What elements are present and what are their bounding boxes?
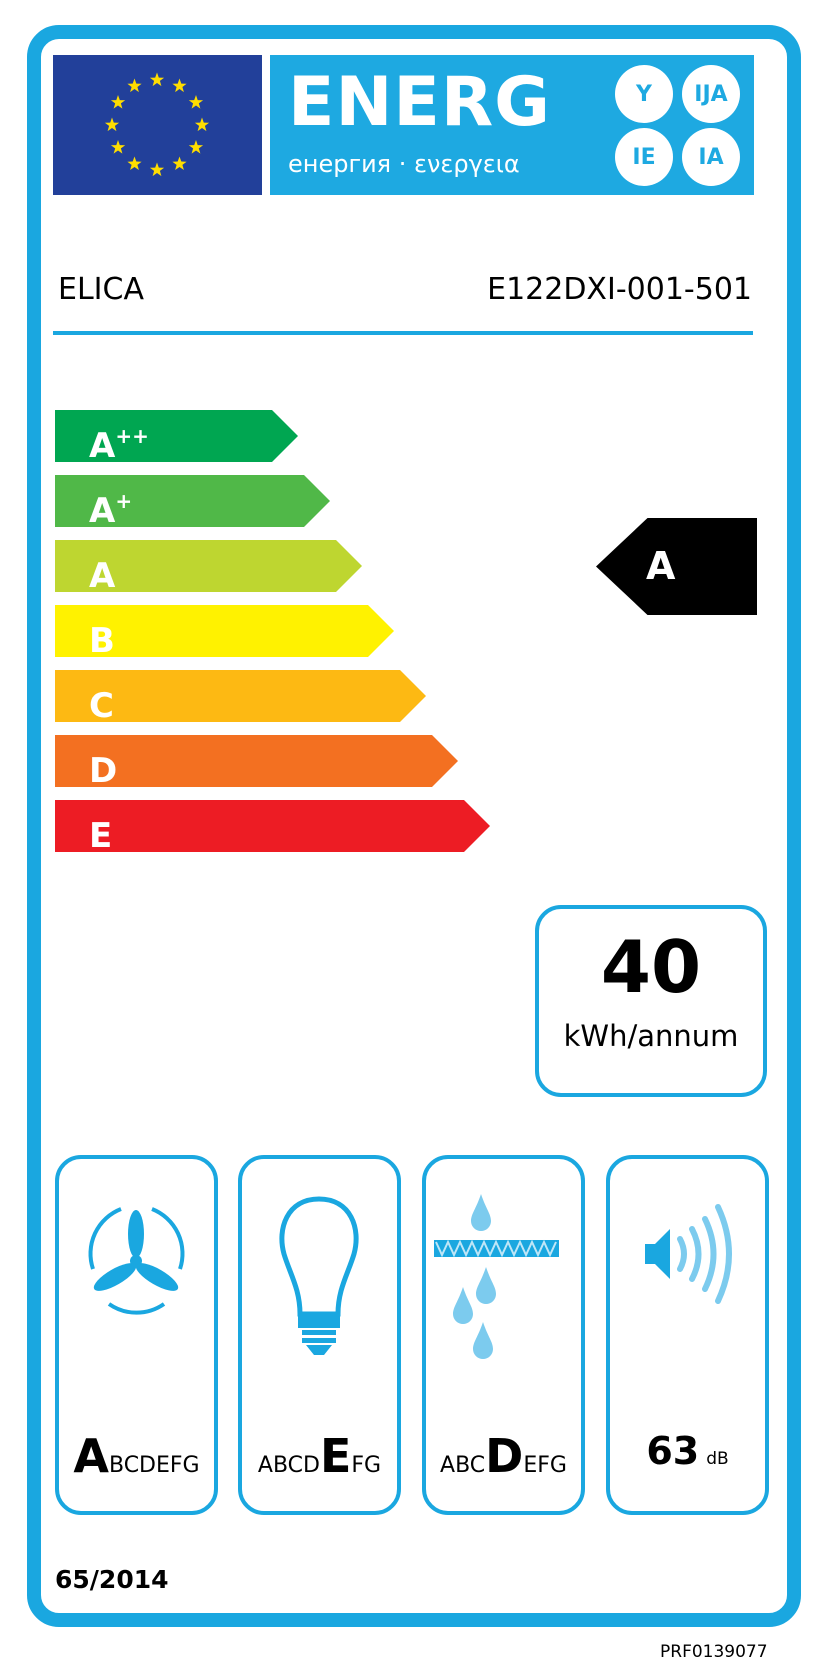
scale-letter: C: [89, 686, 114, 726]
fan-icon: [88, 1207, 185, 1315]
grease-class-scale: ABCDEFG: [440, 1429, 567, 1483]
eu-star-icon: [188, 95, 204, 109]
divider: [53, 331, 753, 335]
suffix-y: Y: [615, 65, 673, 123]
eu-star-icon: [127, 78, 142, 93]
scale-bar-3: A: [55, 540, 362, 592]
energy-title: ENERG: [288, 63, 551, 142]
fan-class-scale: ABCDEFG: [73, 1429, 200, 1483]
eu-star-icon: [149, 72, 165, 87]
eu-star-icon: [110, 95, 126, 109]
eu-star-icon: [194, 117, 210, 132]
supplier-name: ELICA: [58, 272, 144, 307]
eu-star-icon: [110, 140, 126, 154]
eu-star-icon: [188, 140, 204, 154]
scale-letter: A: [89, 426, 116, 466]
scale-letter: A: [89, 556, 116, 596]
noise-level: 63 dB: [646, 1429, 729, 1473]
consumption-box: 40 kWh/annum: [535, 905, 767, 1097]
scale-letter: D: [89, 751, 118, 791]
eu-star-icon: [172, 156, 187, 170]
scale-letter: B: [89, 621, 115, 661]
eu-star-icon: [104, 117, 120, 132]
scale-bar-7: E: [55, 800, 490, 852]
grease-filtering-box: ABCDEFG: [422, 1155, 585, 1515]
eu-star-icon: [149, 162, 165, 177]
lighting-class-scale: ABCDEFG: [257, 1429, 382, 1483]
suffix-ija: IJA: [682, 65, 740, 123]
eu-star-icon: [172, 78, 187, 93]
scale-bar-2: A+: [55, 475, 330, 527]
eu-flag: [53, 55, 262, 195]
noise-box: 63 dB: [606, 1155, 769, 1515]
scale-letter: A: [89, 491, 116, 531]
scale-letter: E: [89, 816, 113, 856]
grease-filter-icon: [434, 1194, 559, 1359]
energy-banner: ENERG енергия · ενεργεια Y IJA IE IA: [270, 55, 754, 195]
light-bulb-icon: [279, 1196, 359, 1355]
lighting-efficiency-box: ABCDEFG: [238, 1155, 401, 1515]
model-identifier: E122DXI-001-501: [487, 272, 752, 307]
fan-efficiency-box: ABCDEFG: [55, 1155, 218, 1515]
scale-bar-6: D: [55, 735, 458, 787]
scale-plus: +: [115, 489, 133, 513]
consumption-unit: kWh/annum: [563, 1019, 739, 1053]
scale-bar-4: B: [55, 605, 394, 657]
scale-bar-5: C: [55, 670, 426, 722]
label-frame: [27, 25, 801, 1627]
suffix-ia: IA: [682, 128, 740, 186]
consumption-value: 40: [600, 925, 702, 1009]
energy-subtitle: енергия · ενεργεια: [288, 150, 520, 178]
scale-plus: ++: [115, 424, 149, 448]
suffix-ie: IE: [615, 128, 673, 186]
scale-bar-1: A++: [55, 410, 298, 462]
regulation-number: 65/2014: [55, 1565, 169, 1594]
label-code: PRF0139077: [660, 1642, 768, 1662]
speaker-icon: [645, 1204, 732, 1304]
eu-star-icon: [127, 156, 142, 170]
